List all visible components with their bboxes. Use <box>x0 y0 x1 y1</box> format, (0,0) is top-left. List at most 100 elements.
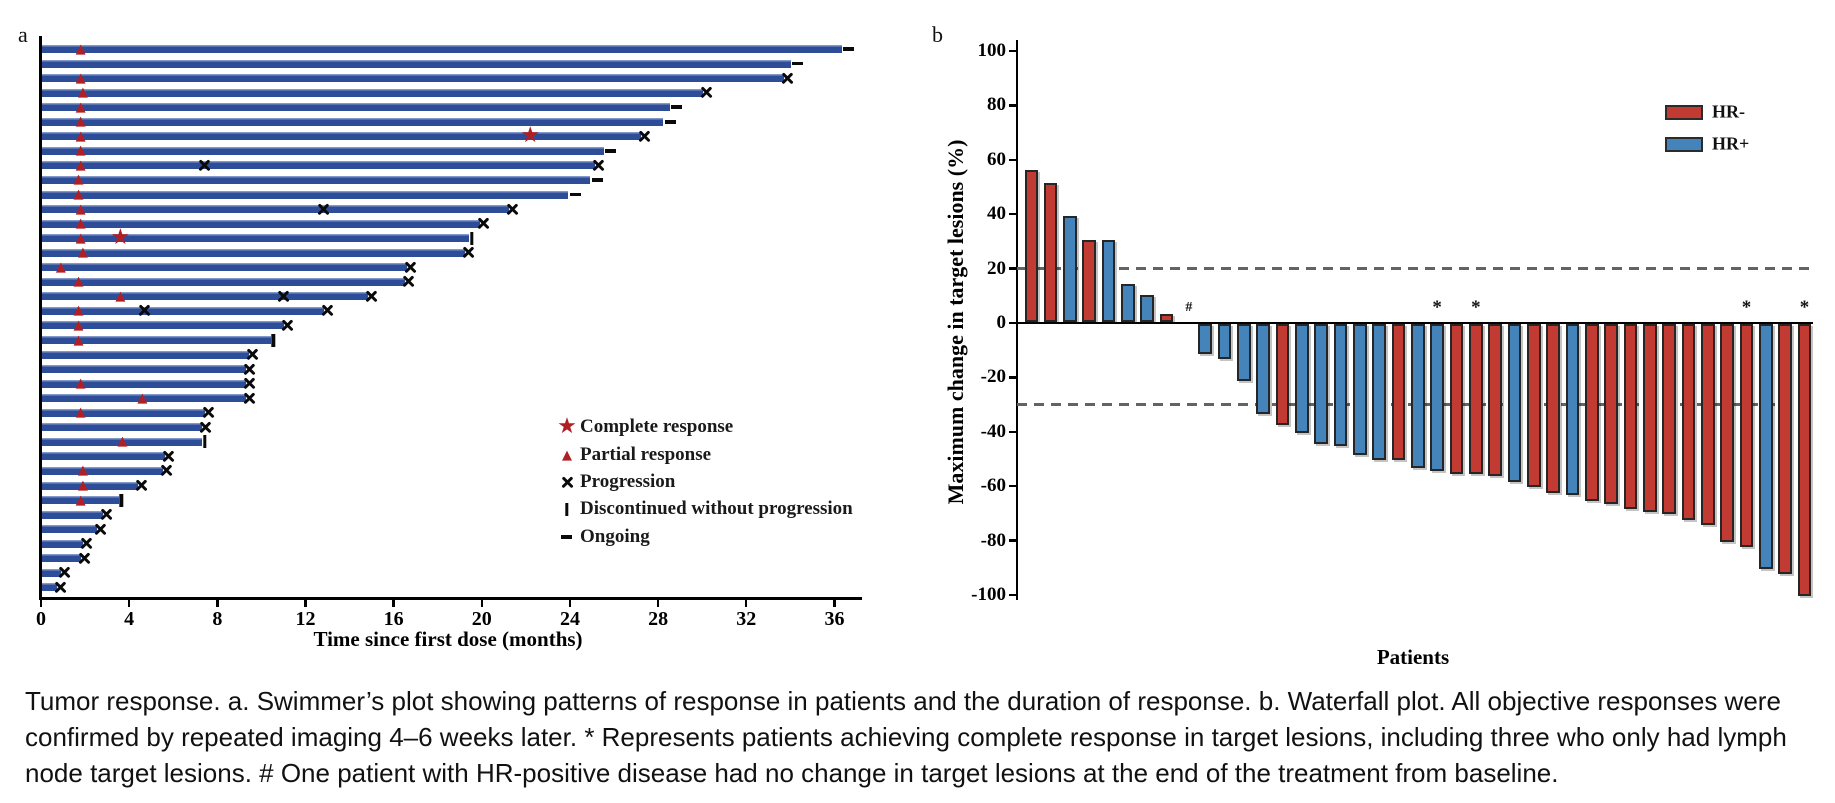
swimmer-bar <box>41 45 842 53</box>
partial-response-icon: ▲ <box>73 274 84 290</box>
progression-icon <box>160 464 173 478</box>
progression-icon <box>320 304 334 318</box>
partial-response-icon: ▲ <box>77 245 88 261</box>
ongoing-icon <box>664 119 676 124</box>
swimmer-bar <box>41 408 205 417</box>
ongoing-icon <box>569 192 581 197</box>
swimmer-bar <box>41 379 247 388</box>
complete-response-asterisk: * <box>1471 297 1481 318</box>
complete-response-icon: ★ <box>520 123 541 149</box>
swimmer-bar <box>41 539 84 548</box>
ongoing-icon <box>591 178 603 182</box>
waterfall-y-tick-label: -20 <box>980 366 1006 388</box>
swimmer-x-tick-mark <box>392 599 395 607</box>
discontinued-icon <box>565 502 569 516</box>
reference-line-plus20 <box>1017 266 1812 271</box>
ongoing-icon <box>792 61 804 66</box>
swimmer-bar <box>41 175 591 184</box>
swimmer-bar <box>41 146 604 155</box>
swimmer-bar <box>41 277 406 286</box>
progression-icon <box>201 406 215 419</box>
partial-response-icon: ▲ <box>75 376 86 392</box>
progression-icon <box>365 290 378 303</box>
ongoing-icon <box>843 47 855 51</box>
waterfall-bar <box>1546 324 1560 493</box>
partial-response-icon: ▲ <box>75 201 86 217</box>
waterfall-y-tick-mark <box>1008 267 1016 270</box>
partial-response-icon: ▲ <box>75 230 86 246</box>
progression-icon <box>477 217 490 230</box>
progression-icon <box>592 159 605 172</box>
swimmer-legend-label: Discontinued without progression <box>580 498 853 519</box>
swimmer-bar <box>41 394 247 403</box>
discontinued-icon <box>469 231 474 245</box>
waterfall-bar <box>1024 169 1038 322</box>
swimmer-x-tick-label: 36 <box>824 608 845 630</box>
partial-response-icon: ▲ <box>73 172 84 188</box>
partial-response-icon: ▲ <box>73 187 84 202</box>
partial-response-icon: ▲ <box>137 390 148 406</box>
swimmer-bar <box>41 350 249 359</box>
waterfall-y-tick-mark <box>1008 539 1016 542</box>
swimmer-bar <box>41 205 509 214</box>
waterfall-y-tick-mark <box>1008 430 1016 433</box>
waterfall-x-axis-title: Patients <box>1376 645 1450 669</box>
swimmer-x-tick-label: 28 <box>648 608 669 630</box>
partial-response-icon: ▲ <box>117 434 128 450</box>
waterfall-y-tick-mark <box>1008 158 1016 161</box>
waterfall-bar <box>1043 183 1058 322</box>
waterfall-bar <box>1701 324 1715 526</box>
waterfall-bar <box>1565 324 1580 496</box>
swimmer-bar <box>41 234 470 243</box>
progression-icon <box>277 290 290 303</box>
waterfall-y-tick-label: 0 <box>996 312 1007 333</box>
waterfall-bar <box>1159 313 1174 322</box>
waterfall-y-tick-mark <box>1008 213 1016 216</box>
waterfall-bar <box>1237 324 1251 382</box>
discontinued-icon <box>271 333 275 347</box>
ongoing-icon <box>561 535 572 539</box>
swimmer-bar <box>41 583 57 592</box>
discontinued-icon <box>203 435 207 449</box>
waterfall-bar <box>1527 324 1541 488</box>
panel-a-label: a <box>18 22 28 47</box>
figure-caption: Tumor response. a. Swimmer’s plot showin… <box>25 686 1787 788</box>
progression-icon <box>700 86 713 99</box>
swimmer-x-tick-mark <box>127 599 131 607</box>
waterfall-bar <box>1623 324 1638 509</box>
waterfall-y-tick-label: 40 <box>987 203 1006 225</box>
progression-icon <box>402 275 415 288</box>
swimmer-x-tick-label: 8 <box>212 608 223 630</box>
swimmer-bar <box>41 525 97 534</box>
progression-icon <box>162 450 175 463</box>
waterfall-bar <box>1797 324 1812 596</box>
waterfall-baseline <box>1015 321 1813 325</box>
swimmer-legend-label: Ongoing <box>580 526 650 547</box>
partial-response-icon: ▲ <box>73 303 84 319</box>
waterfall-y-tick-mark <box>1008 376 1016 379</box>
waterfall-bar <box>1759 324 1773 569</box>
progression-icon <box>100 508 113 521</box>
waterfall-y-tick-mark <box>1008 104 1016 107</box>
swimmer-bar <box>41 496 119 505</box>
partial-response-icon: ▲ <box>77 463 88 479</box>
waterfall-bar <box>1082 240 1096 322</box>
waterfall-bar <box>1681 324 1696 520</box>
waterfall-bar <box>1063 215 1077 322</box>
ongoing-icon <box>671 105 683 109</box>
swimmer-legend-label: Progression <box>580 471 676 492</box>
partial-response-icon: ▲ <box>75 216 86 232</box>
hr-negative-label: HR- <box>1712 101 1745 122</box>
waterfall-bar <box>1295 324 1309 433</box>
swimmer-bar <box>41 74 785 83</box>
swimmer-x-tick-mark <box>568 599 572 607</box>
progression-icon <box>58 566 71 579</box>
hr-positive-label: HR+ <box>1712 133 1750 154</box>
partial-response-icon: ▲ <box>75 405 86 421</box>
progression-icon <box>243 392 257 405</box>
swimmer-bar <box>41 554 82 563</box>
swimmer-bar <box>41 365 247 374</box>
swimmer-y-axis-line <box>39 36 42 599</box>
swimmer-bar <box>41 248 465 257</box>
waterfall-bar <box>1353 324 1367 455</box>
